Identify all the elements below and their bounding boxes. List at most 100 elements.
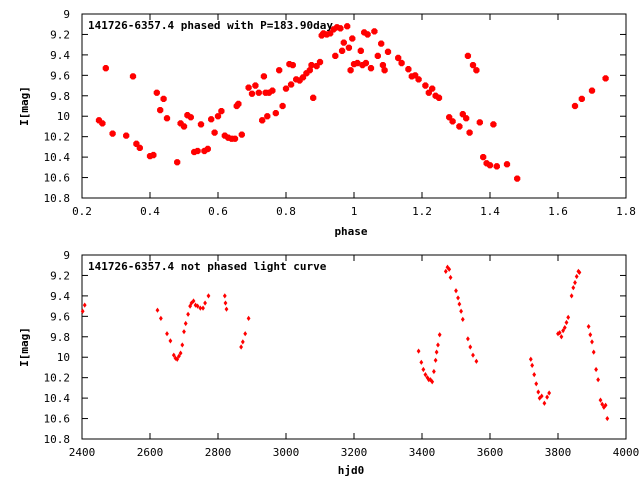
unphased-data-point <box>466 336 470 342</box>
phased-data-point <box>235 100 242 108</box>
phased-data-point <box>354 59 361 67</box>
phased-x-tick-labels: 0.2 0.4 0.6 0.8 1 1.2 1.4 1.6 1.8 <box>72 205 636 218</box>
unphased-data-point <box>594 366 598 373</box>
phased-data-point <box>129 73 137 80</box>
phased-data-point <box>310 94 317 101</box>
phased-data-point <box>332 52 339 60</box>
phased-tick-marks <box>81 13 627 199</box>
phased-data-points <box>95 23 609 182</box>
unphased-y-tick-label: 9.8 <box>50 331 70 344</box>
unphased-data-point <box>562 324 567 331</box>
unphased-data-point <box>80 308 85 314</box>
phased-y-tick-label: 10.6 <box>44 172 71 185</box>
phased-y-tick-label: 9.4 <box>50 49 70 62</box>
unphased-data-point <box>468 344 473 350</box>
phased-x-tick-label: 1 <box>351 205 358 218</box>
unphased-data-point <box>545 394 550 400</box>
unphased-data-point <box>571 285 576 291</box>
phased-data-point <box>316 58 324 66</box>
phased-data-point <box>153 89 160 96</box>
phased-data-point <box>287 81 295 88</box>
unphased-y-tick-label: 10 <box>57 351 70 364</box>
unphased-data-point <box>456 295 460 301</box>
phased-data-point <box>218 107 225 115</box>
unphased-data-point <box>428 377 433 383</box>
phased-data-point <box>473 67 480 74</box>
unphased-data-point <box>590 339 594 345</box>
phased-data-point <box>379 61 387 69</box>
unphased-plot-frame <box>81 254 627 440</box>
unphased-y-tick-labels: 9 9.2 9.4 9.6 9.8 10 10.2 10.4 10.6 10.8 <box>44 249 71 446</box>
unphased-data-point <box>203 300 207 306</box>
phased-x-tick-label: 1.8 <box>616 205 636 218</box>
unphased-x-tick-label: 3200 <box>341 446 368 459</box>
unphased-data-point <box>182 329 186 335</box>
unphased-x-tick-label: 4000 <box>613 446 640 459</box>
phased-data-point <box>344 23 351 30</box>
unphased-data-point <box>175 356 180 362</box>
unphased-data-point <box>423 372 428 378</box>
unphased-data-point <box>188 303 193 309</box>
phased-data-point <box>276 67 283 74</box>
phased-data-point <box>463 115 470 122</box>
phased-data-point <box>588 87 596 94</box>
unphased-data-point <box>191 298 196 304</box>
unphased-data-point <box>561 328 565 334</box>
unphased-data-point <box>556 331 560 337</box>
phased-data-point <box>347 67 354 74</box>
unphased-data-point <box>447 266 452 272</box>
unphased-data-point <box>542 400 547 406</box>
phased-data-point <box>578 95 585 102</box>
unphased-data-point <box>530 362 535 368</box>
phased-data-point <box>264 113 271 120</box>
unphased-data-point <box>448 274 453 281</box>
unphased-y-tick-label: 9.6 <box>50 310 70 323</box>
unphased-data-point <box>573 280 577 286</box>
phased-data-point <box>308 61 315 69</box>
phased-data-point <box>514 175 521 182</box>
unphased-data-point <box>82 302 87 308</box>
phased-data-point <box>456 123 463 130</box>
phased-data-point <box>109 130 116 137</box>
unphased-data-point <box>158 315 163 321</box>
unphased-data-point <box>574 273 579 280</box>
unphased-y-tick-label: 10.4 <box>44 392 71 405</box>
phased-data-point <box>357 47 364 54</box>
phased-y-tick-label: 9 <box>63 8 70 21</box>
phased-data-point <box>345 44 353 51</box>
unphased-data-point <box>432 368 436 375</box>
phased-data-point <box>337 25 344 32</box>
phased-plot-frame <box>81 13 627 199</box>
unphased-data-point <box>171 352 176 358</box>
phased-y-tick-labels: 9 9.2 9.4 9.6 9.8 10 10.2 10.4 10.6 10.8 <box>44 8 71 205</box>
phased-data-point <box>102 65 109 72</box>
phased-x-tick-label: 0.6 <box>208 205 228 218</box>
unphased-data-point <box>437 332 442 338</box>
unphased-data-point <box>596 377 601 383</box>
phased-data-point <box>259 117 266 124</box>
unphased-data-point <box>433 357 438 363</box>
phased-data-point <box>180 123 188 130</box>
phased-y-tick-label: 9.8 <box>50 90 70 103</box>
phased-data-point <box>449 118 456 125</box>
phased-y-tick-label: 9.2 <box>50 28 70 41</box>
unphased-data-point <box>591 349 596 355</box>
phased-data-point <box>415 76 422 83</box>
unphased-x-tick-label: 3400 <box>409 446 436 459</box>
unphased-data-point <box>421 366 426 373</box>
phased-data-point <box>395 54 402 62</box>
phased-x-tick-label: 0.4 <box>140 205 160 218</box>
unphased-data-point <box>605 415 610 422</box>
unphased-data-point <box>193 302 198 308</box>
phased-x-tick-label: 0.2 <box>72 205 92 218</box>
phased-data-point <box>279 102 286 110</box>
unphased-light-curve-panel: 2400 2600 2800 3000 3200 3400 3600 3800 4000 9 9.… <box>18 249 639 477</box>
unphased-data-point <box>557 330 562 336</box>
unphased-x-tick-label: 2800 <box>205 446 232 459</box>
unphased-data-point <box>577 269 582 275</box>
phased-data-point <box>374 52 381 60</box>
phased-data-point <box>150 151 157 159</box>
phased-data-point <box>157 106 164 114</box>
phased-data-point <box>371 28 378 35</box>
